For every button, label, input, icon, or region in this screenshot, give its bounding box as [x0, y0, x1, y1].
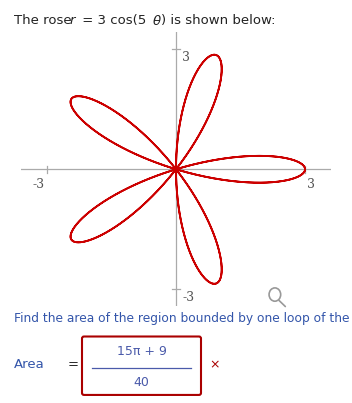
Text: = 3 cos(5: = 3 cos(5	[78, 14, 146, 27]
Text: 3: 3	[307, 178, 315, 191]
Text: ) is shown below:: ) is shown below:	[161, 14, 276, 27]
Text: $\theta$: $\theta$	[152, 14, 162, 28]
Text: Area: Area	[14, 358, 45, 371]
Text: The rose: The rose	[14, 14, 76, 27]
Text: 15π + 9: 15π + 9	[117, 345, 166, 358]
FancyBboxPatch shape	[82, 337, 201, 395]
Text: ×: ×	[209, 358, 220, 371]
Text: -3: -3	[33, 178, 45, 191]
Text: $r$: $r$	[69, 14, 77, 27]
Text: Find the area of the region bounded by one loop of the rose.: Find the area of the region bounded by o…	[14, 312, 352, 325]
Text: 3: 3	[182, 51, 190, 64]
Text: 40: 40	[133, 376, 150, 389]
Text: =: =	[68, 358, 79, 371]
Text: -3: -3	[182, 291, 195, 304]
